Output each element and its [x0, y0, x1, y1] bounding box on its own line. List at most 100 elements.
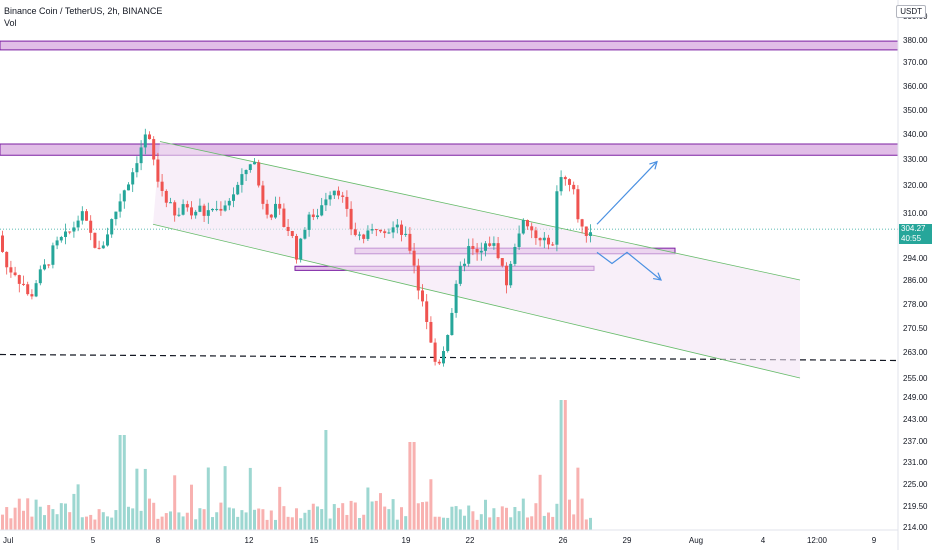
volume-bar	[458, 509, 462, 530]
candle-body	[236, 184, 240, 195]
volume-bar	[89, 514, 93, 530]
x-tick-label: 22	[466, 536, 475, 545]
y-tick-label: 219.50	[903, 502, 928, 511]
volume-bar	[395, 519, 399, 530]
candle-body	[463, 263, 466, 266]
y-tick-label: 350.00	[903, 106, 928, 115]
volume-bar	[517, 511, 521, 530]
bearish-arrow-path	[596, 251, 662, 281]
volume-bar	[370, 501, 374, 530]
volume-bar	[13, 507, 17, 530]
volume-bar	[412, 442, 416, 530]
candle-body	[51, 245, 55, 265]
candle-body	[526, 220, 529, 227]
volume-bar	[353, 502, 357, 530]
currency-badge[interactable]: USDT	[896, 5, 926, 18]
candle-body	[530, 226, 534, 231]
bullish-arrow-path	[596, 161, 658, 225]
volume-bar	[47, 505, 51, 530]
volume-legend[interactable]: Vol	[4, 18, 17, 28]
candle-body	[395, 224, 399, 228]
price-axis[interactable]: 390.00380.00370.00360.00350.00340.00330.…	[897, 0, 928, 550]
candle-body	[492, 243, 496, 246]
candle-body	[118, 201, 122, 212]
x-tick-label: Aug	[689, 536, 703, 545]
channel-upper-line	[159, 141, 801, 281]
volume-bar	[55, 514, 59, 530]
channel-lower-line	[152, 223, 801, 379]
volume-bar	[219, 502, 223, 530]
candle-body	[303, 229, 307, 239]
volume-bar	[181, 516, 185, 530]
volume-bar	[34, 499, 38, 530]
candle-body	[349, 208, 353, 230]
candle-body	[580, 219, 584, 227]
volume-bar	[362, 514, 366, 530]
resistance-zone	[0, 143, 899, 156]
candle-body	[1, 235, 4, 252]
y-tick-label: 286.00	[903, 276, 928, 285]
candle-body	[341, 195, 345, 197]
volume-bar	[530, 516, 534, 530]
volume-bar	[257, 508, 261, 530]
candle-body	[274, 203, 277, 218]
candle-body	[122, 190, 126, 202]
candle-body	[38, 269, 42, 284]
candle-body	[429, 321, 433, 343]
candle-body	[458, 265, 462, 284]
volume-bar	[555, 503, 559, 530]
candle-body	[442, 351, 445, 364]
volume-bar	[122, 435, 126, 530]
x-tick-label: Jul	[3, 536, 13, 545]
candle-body	[421, 290, 424, 302]
volume-bar	[269, 510, 273, 530]
candle-body	[219, 208, 223, 211]
y-tick-label: 380.00	[903, 36, 928, 45]
candle-body	[127, 184, 130, 191]
volume-bar	[265, 519, 269, 530]
volume-bar	[106, 516, 109, 530]
volume-bar	[290, 517, 294, 530]
volume-bar	[143, 468, 147, 530]
candle-body	[484, 243, 487, 251]
y-tick-label: 294.00	[903, 254, 928, 263]
volume-bar	[26, 498, 30, 530]
candle-body	[215, 208, 219, 210]
candle-body	[47, 264, 51, 266]
candle-body	[181, 204, 185, 215]
candle-body	[509, 263, 513, 286]
volume-bar	[492, 508, 496, 530]
volume-bar	[421, 502, 424, 530]
volume-bar	[542, 515, 546, 530]
candle-body	[513, 246, 517, 264]
candle-body	[26, 284, 30, 295]
candle-body	[173, 202, 177, 216]
volume-bar	[433, 516, 437, 530]
candle-body	[286, 226, 290, 232]
volume-bar	[320, 509, 324, 530]
volume-bar	[500, 506, 504, 530]
volume-bar	[446, 517, 450, 530]
volume-bar	[215, 512, 219, 530]
candle-body	[253, 162, 256, 165]
volume-bar	[295, 508, 298, 530]
candle-body	[542, 237, 546, 241]
candle-body	[143, 134, 147, 148]
volume-bar	[244, 512, 248, 530]
volume-bar	[349, 500, 353, 530]
volume-bar	[484, 499, 487, 530]
volume-bar	[311, 503, 315, 530]
candle-body	[475, 248, 479, 253]
candle-body	[547, 237, 550, 245]
candle-body	[366, 230, 370, 239]
candle-body	[9, 267, 13, 273]
time-axis[interactable]: Jul 5 8 12 15 19 22 26 29 Aug 4 12:00 9	[0, 529, 898, 545]
candle-body	[488, 243, 492, 246]
candle-body	[328, 195, 332, 200]
volume-bar	[160, 516, 164, 530]
symbol-title[interactable]: Binance Coin / TetherUS, 2h, BINANCE	[4, 6, 163, 16]
volume-bar	[169, 511, 172, 530]
volume-bar	[379, 493, 382, 530]
candle-body	[374, 229, 378, 231]
